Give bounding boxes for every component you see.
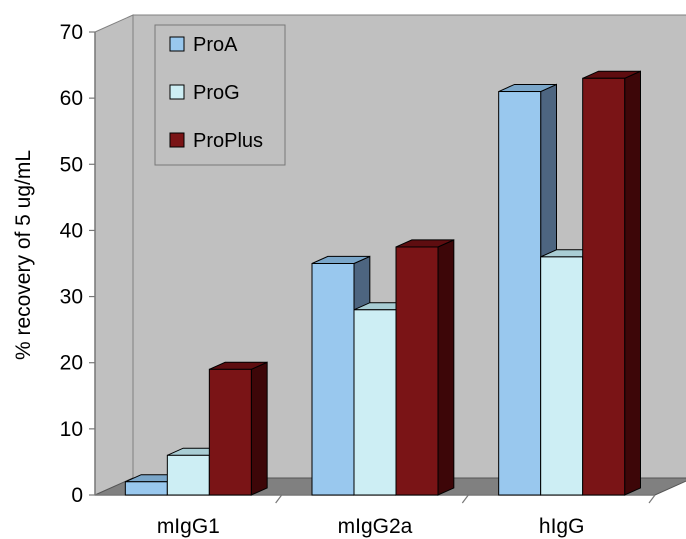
- y-axis-title: % recovery of 5 ug/mL: [12, 150, 35, 360]
- legend-entry: ProA: [169, 34, 238, 56]
- legend-entry: ProG: [169, 82, 240, 104]
- bar: [582, 70, 641, 496]
- x-tick-label: mIgG1: [157, 515, 220, 538]
- bar-front: [540, 256, 584, 496]
- x-tick-label: hIgG: [539, 515, 585, 538]
- bar-front: [395, 246, 439, 496]
- bar: [208, 361, 268, 496]
- legend-label: ProPlus: [193, 130, 263, 152]
- side-wall: [94, 14, 134, 496]
- bar-side: [437, 239, 455, 496]
- x-tick-label: mIgG2a: [338, 515, 413, 538]
- y-tick-label: 40: [60, 219, 83, 242]
- y-tick-label: 50: [60, 153, 83, 176]
- bar-front: [353, 309, 397, 496]
- bar-front: [124, 481, 168, 496]
- legend-swatch: [169, 36, 185, 52]
- bar: [395, 239, 455, 496]
- legend-swatch: [169, 132, 185, 148]
- bar-side: [250, 361, 268, 496]
- legend-swatch: [169, 84, 185, 100]
- y-tick-label: 70: [60, 21, 83, 44]
- y-tick-label: 60: [60, 87, 83, 110]
- legend-label: ProG: [193, 82, 240, 104]
- bar-front: [582, 77, 626, 496]
- legend: ProA ProG ProPlus: [154, 24, 286, 166]
- bar-front: [311, 263, 355, 496]
- y-tick-label: 10: [60, 418, 83, 441]
- bar-front: [498, 91, 542, 496]
- x-axis: mIgG1 mIgG2a hIgG: [157, 494, 656, 538]
- legend-label: ProA: [193, 34, 238, 56]
- x-tick-mark: [648, 494, 656, 504]
- bar-front: [166, 454, 210, 496]
- x-tick-mark: [461, 494, 469, 504]
- y-tick-label: 20: [60, 352, 83, 375]
- y-tick-label: 30: [60, 286, 83, 309]
- x-tick-mark: [275, 494, 283, 504]
- bars: [124, 70, 641, 496]
- bar-front: [208, 368, 252, 496]
- y-tick-label: 0: [71, 484, 83, 507]
- bar-side: [624, 70, 641, 496]
- legend-entry: ProPlus: [169, 130, 263, 152]
